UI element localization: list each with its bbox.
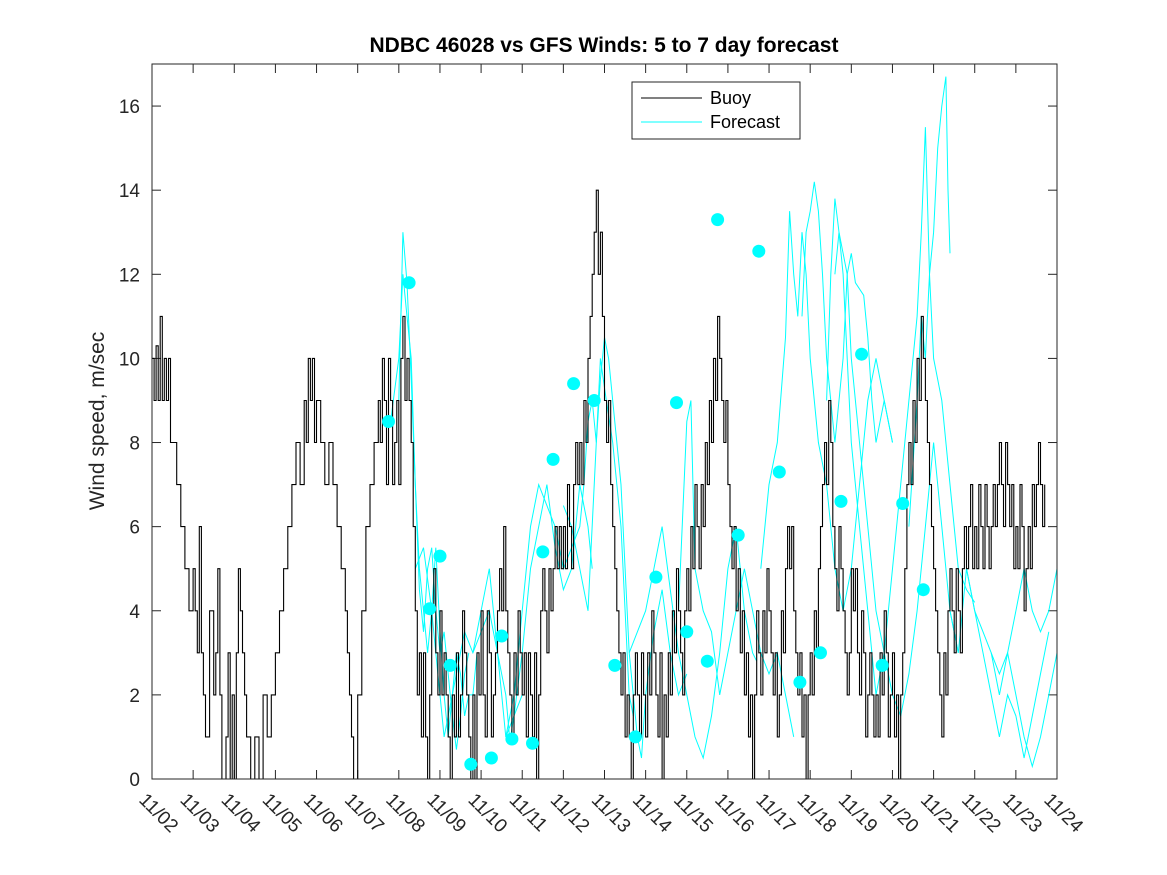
- forecast-marker-17: [670, 396, 683, 410]
- y-tick-label-3: 6: [129, 518, 140, 539]
- forecast-marker-6: [484, 751, 498, 765]
- forecast-marker-11: [546, 452, 560, 466]
- forecast-marker-25: [814, 646, 827, 660]
- forecast-marker-28: [875, 658, 889, 672]
- forecast-trace-14: [966, 568, 1057, 695]
- y-tick-label-1: 2: [129, 686, 140, 707]
- forecast-markers: [382, 213, 930, 771]
- y-tick-label-4: 8: [129, 434, 140, 455]
- forecast-marker-1: [402, 276, 416, 290]
- forecast-marker-24: [793, 675, 807, 689]
- forecast-marker-20: [711, 213, 725, 227]
- chart-title: NDBC 46028 vs GFS Winds: 5 to 7 day fore…: [370, 34, 839, 57]
- forecast-marker-10: [536, 545, 550, 559]
- y-tick-label-6: 12: [119, 265, 140, 286]
- forecast-trace-15: [990, 651, 1057, 769]
- forecast-marker-2: [423, 602, 437, 616]
- forecast-marker-4: [443, 658, 457, 672]
- series-group: [152, 76, 1057, 779]
- forecast-marker-29: [896, 497, 910, 510]
- forecast-marker-15: [628, 730, 642, 744]
- y-tick-label-0: 0: [129, 770, 140, 791]
- forecast-marker-0: [382, 415, 395, 428]
- forecast-marker-23: [772, 465, 786, 479]
- plot-frame: [151, 63, 1058, 780]
- forecast-marker-26: [834, 494, 848, 508]
- y-tick-label-8: 16: [119, 97, 140, 118]
- forecast-marker-30: [916, 583, 930, 597]
- forecast-trace-5: [562, 337, 688, 759]
- forecast-marker-19: [700, 654, 714, 668]
- y-tick-label-7: 14: [119, 181, 141, 202]
- forecast-marker-12: [567, 377, 581, 391]
- forecast-marker-8: [505, 732, 519, 746]
- forecast-marker-16: [649, 570, 663, 584]
- y-tick-label-2: 4: [129, 602, 140, 623]
- legend-buoy-label: Buoy: [710, 88, 751, 108]
- forecast-trace-8: [760, 211, 893, 611]
- forecast-marker-9: [526, 736, 539, 750]
- forecast-trace-11: [834, 127, 976, 695]
- forecast-marker-27: [855, 347, 869, 361]
- plot-area: [152, 64, 1057, 779]
- forecast-trace-9: [801, 181, 893, 443]
- forecast-trace-6: [628, 526, 758, 760]
- y-tick-label-5: 10: [119, 349, 140, 370]
- y-tick-labels: 0 2 4 6 8 10 12 14 16: [119, 97, 141, 791]
- buoy-series-line: [152, 189, 1046, 779]
- forecast-trace-0: [390, 274, 478, 737]
- legend: Buoy Forecast: [631, 81, 801, 140]
- forecast-marker-5: [464, 757, 478, 771]
- legend-box: [631, 81, 801, 140]
- y-axis-label: Wind speed, m/sec: [86, 332, 109, 511]
- forecast-trace-2: [414, 547, 523, 742]
- forecast-marker-21: [731, 528, 745, 542]
- forecast-trace-12: [908, 76, 951, 527]
- forecast-marker-13: [587, 394, 601, 407]
- forecast-marker-18: [680, 625, 694, 639]
- forecast-marker-22: [752, 244, 766, 258]
- forecast-marker-3: [433, 549, 447, 563]
- legend-forecast-label: Forecast: [710, 112, 780, 132]
- forecast-marker-14: [608, 658, 622, 672]
- forecast-marker-7: [495, 629, 509, 643]
